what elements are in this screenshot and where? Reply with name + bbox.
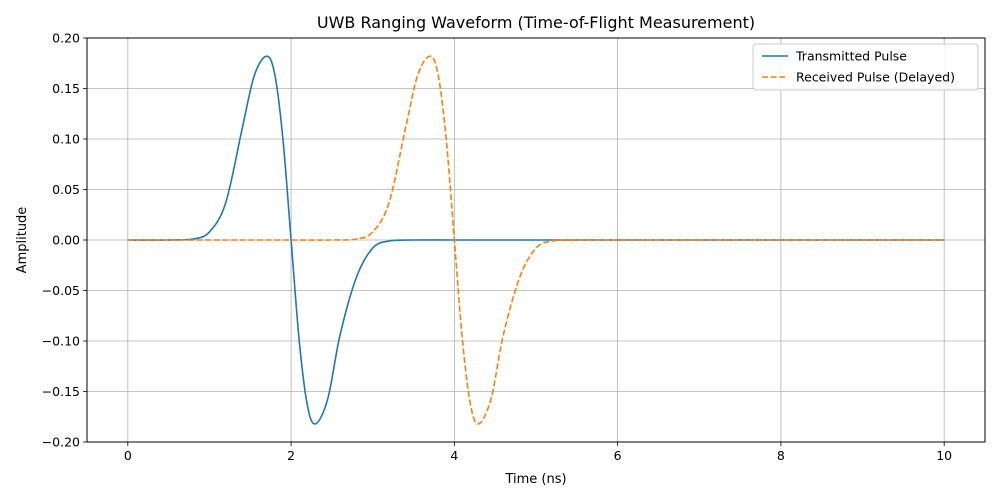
series-line-received-pulse [127, 55, 945, 425]
x-tick-label: 10 [936, 448, 952, 463]
x-tick-label: 6 [614, 448, 622, 463]
x-tick-label: 0 [124, 448, 132, 463]
x-axis-label: Time (ns) [504, 472, 566, 487]
legend-box [752, 43, 979, 91]
chart-title: UWB Ranging Waveform (Time-of-Flight Mea… [317, 13, 755, 32]
y-tick-label: 0.10 [52, 132, 80, 147]
y-tick-label: −0.05 [42, 283, 80, 298]
x-tick-label: 4 [450, 448, 458, 463]
legend: Transmitted Pulse Received Pulse (Delayed… [752, 43, 979, 91]
series-layer [127, 55, 945, 425]
ticks: 0 2 4 6 8 10 −0.20 −0.15 −0.10 −0.05 0.00 0.05 0.10 0… [42, 31, 952, 464]
legend-label: Received Pulse (Delayed) [796, 70, 955, 85]
y-tick-label: 0.00 [52, 233, 80, 248]
x-tick-label: 8 [777, 448, 785, 463]
series-line-transmitted-pulse [127, 55, 945, 425]
x-tick-label: 2 [287, 448, 295, 463]
legend-label: Transmitted Pulse [795, 49, 907, 64]
y-tick-label: −0.20 [42, 435, 80, 450]
y-axis-label: Amplitude [15, 207, 30, 274]
y-tick-label: 0.20 [52, 31, 80, 46]
y-tick-label: −0.10 [42, 334, 80, 349]
y-tick-label: −0.15 [42, 384, 80, 399]
y-tick-label: 0.15 [52, 81, 80, 96]
y-tick-label: 0.05 [52, 182, 80, 197]
